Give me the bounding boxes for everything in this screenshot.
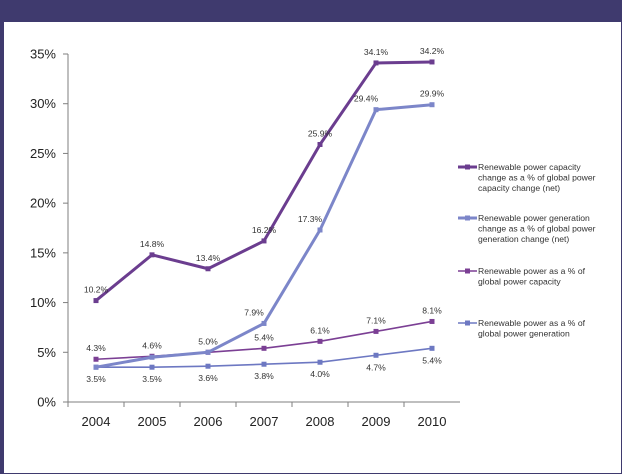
series-3-data-label: 7.1% (366, 315, 386, 325)
series-2-point (317, 227, 323, 233)
series-1-data-label: 13.4% (196, 253, 221, 263)
series-2-point (149, 354, 155, 360)
header-band (1, 0, 622, 22)
y-tick-label: 0% (37, 395, 56, 410)
legend-entry-1-text: Renewable power capacity (478, 162, 581, 172)
legend-entry-2-text: generation change (net) (478, 234, 569, 244)
legend-entry-4-text: Renewable power as a % of (478, 318, 586, 328)
y-tick-label: 5% (37, 345, 56, 360)
legend-entry-1-text: capacity change (net) (478, 183, 560, 193)
series-1-point (93, 298, 99, 304)
series-3-data-label: 5.4% (254, 332, 274, 342)
series-4-data-label: 3.6% (198, 373, 218, 383)
x-tick-label: 2005 (138, 414, 167, 429)
series-4-data-label: 4.7% (366, 362, 386, 372)
legend-entry-3-text: Renewable power as a % of (478, 266, 586, 276)
series-4-data-label: 3.8% (254, 371, 274, 381)
y-tick-label: 10% (30, 295, 56, 310)
series-4-point (373, 352, 379, 358)
series-2-data-label: 29.4% (354, 94, 379, 104)
series-2-point (261, 320, 267, 326)
series-1-data-label: 14.8% (140, 239, 165, 249)
legend-entry-1-text: change as a % of global power (478, 173, 596, 183)
y-tick-label: 15% (30, 245, 56, 260)
series-4-data-label: 3.5% (142, 374, 162, 384)
series-1-point (429, 59, 435, 65)
series-4-point (429, 345, 435, 351)
series-1-data-label: 34.1% (364, 47, 389, 57)
series-1-point (317, 141, 323, 147)
series-3-data-label: 4.3% (86, 343, 106, 353)
x-tick-label: 2007 (250, 414, 279, 429)
series-3-point (429, 318, 435, 324)
legend-entry-4-text: global power generation (478, 329, 570, 339)
series-3-data-label: 5.0% (198, 336, 218, 346)
x-tick-label: 2010 (418, 414, 447, 429)
series-3-point (317, 338, 323, 344)
x-tick-label: 2006 (194, 414, 223, 429)
legend-entry-2-text: change as a % of global power (478, 224, 596, 234)
series-3-point (373, 328, 379, 334)
series-4-data-label: 4.0% (310, 369, 330, 379)
x-tick-label: 2004 (82, 414, 111, 429)
series-1-point (261, 238, 267, 244)
series-1-data-label: 34.2% (420, 46, 445, 56)
x-tick-label: 2008 (306, 414, 335, 429)
series-2-data-label: 17.3% (298, 214, 323, 224)
series-2-point (205, 349, 211, 355)
legend-swatch-marker-3 (465, 268, 470, 274)
y-tick-label: 20% (30, 196, 56, 211)
series-2-point (93, 364, 99, 370)
series-3-data-label: 8.1% (422, 305, 442, 315)
series-4-data-label: 3.5% (86, 374, 106, 384)
series-1-data-label: 10.2% (84, 285, 109, 295)
series-2-point (373, 107, 379, 113)
series-1-data-label: 25.9% (308, 128, 333, 138)
series-4-data-label: 5.4% (422, 355, 442, 365)
series-1-point (205, 266, 211, 272)
legend-swatch-marker-1 (465, 164, 470, 170)
series-2-data-label: 29.9% (420, 89, 445, 99)
frame-left-edge (1, 22, 4, 474)
series-3-point (93, 356, 99, 362)
series-4-point (205, 363, 211, 369)
y-tick-label: 25% (30, 146, 56, 161)
series-line-2 (95, 103, 433, 369)
series-1-data-label: 16.2% (252, 225, 277, 235)
y-tick-label: 30% (30, 96, 56, 111)
legend-swatch-marker-2 (465, 215, 470, 221)
series-2-data-label: 7.9% (244, 307, 264, 317)
legend-entry-2-text: Renewable power generation (478, 213, 590, 223)
series-3-point (261, 345, 267, 351)
series-4-point (261, 361, 267, 367)
legend-swatch-marker-4 (465, 320, 470, 326)
series-3-data-label: 4.6% (142, 340, 162, 350)
series-4-point (149, 364, 155, 370)
y-tick-label: 35% (30, 47, 56, 62)
legend-entry-3-text: global power capacity (478, 277, 561, 287)
series-2-point (429, 102, 435, 108)
series-4-point (317, 359, 323, 365)
x-tick-label: 2009 (362, 414, 391, 429)
series-3-data-label: 6.1% (310, 325, 330, 335)
series-1-point (149, 252, 155, 258)
series-1-point (373, 60, 379, 66)
series-line-1 (95, 60, 433, 302)
